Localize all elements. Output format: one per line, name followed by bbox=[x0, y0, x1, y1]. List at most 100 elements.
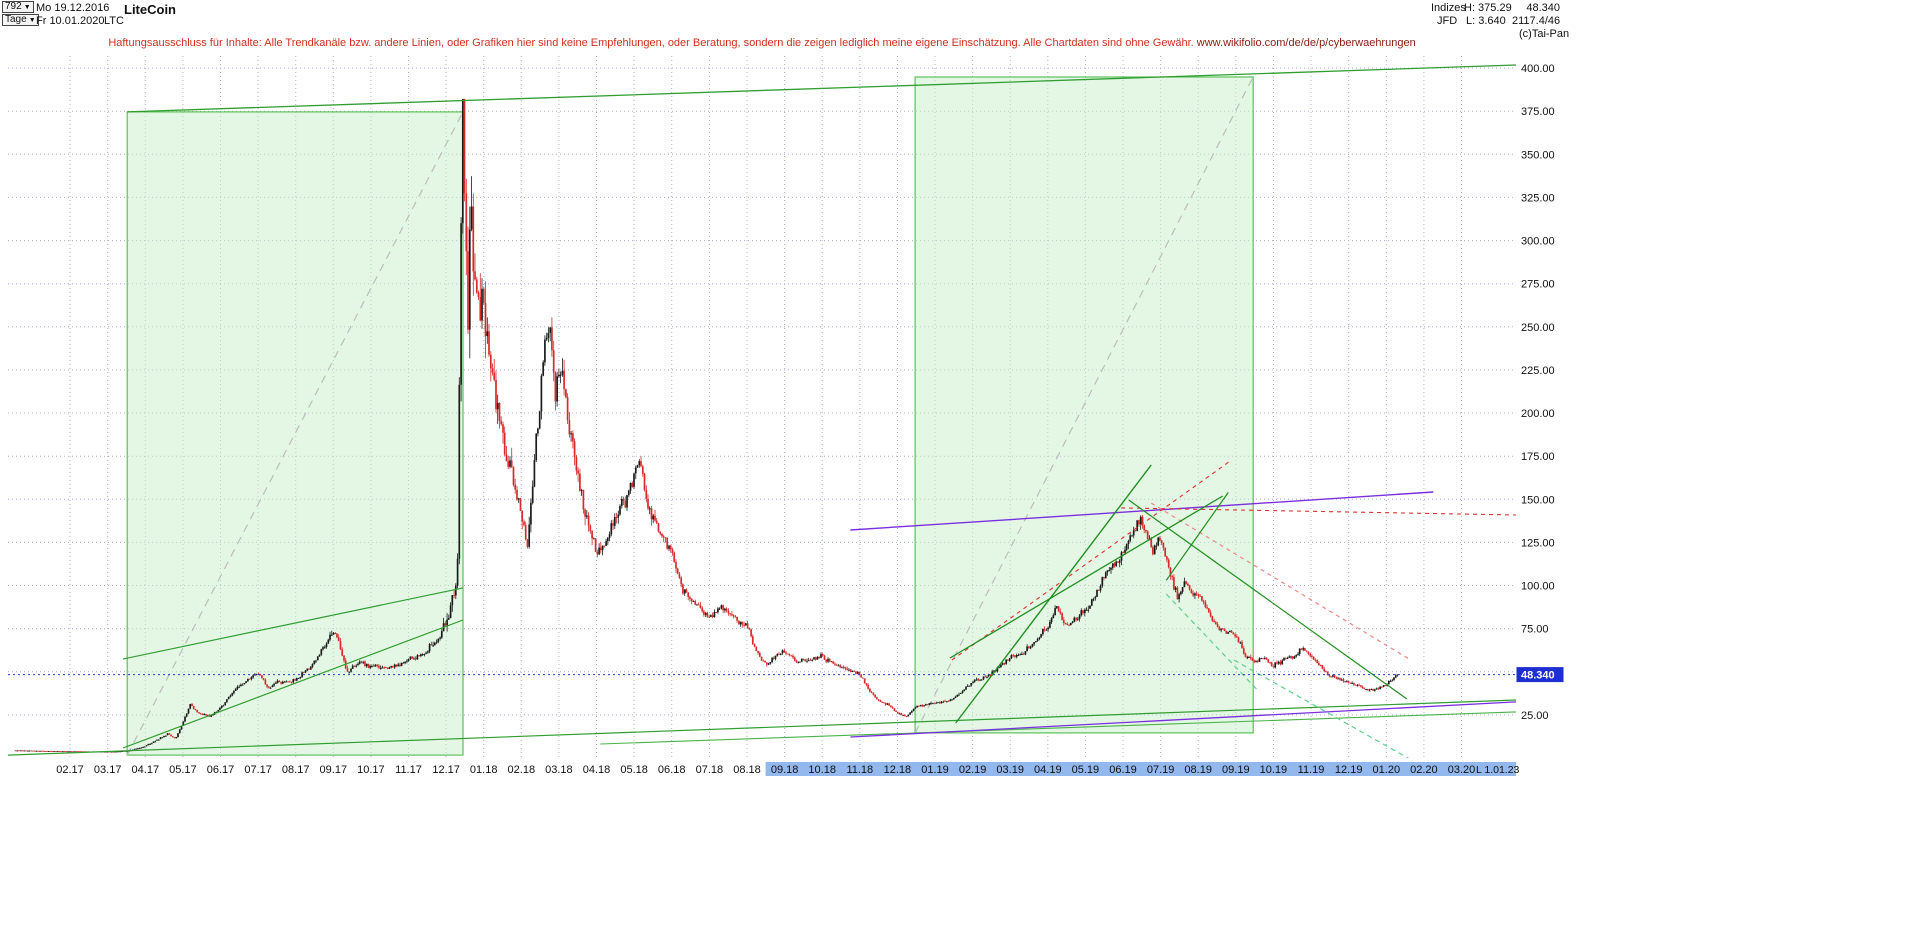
price-axis: 25.0050.0075.00100.00125.00150.00175.002… bbox=[1521, 63, 1555, 722]
svg-text:200.00: 200.00 bbox=[1521, 408, 1555, 420]
svg-text:250.00: 250.00 bbox=[1521, 322, 1555, 334]
svg-text:11.18: 11.18 bbox=[846, 764, 873, 776]
timeframe-dropdown[interactable]: Tage ▼ bbox=[2, 14, 39, 26]
svg-text:05.18: 05.18 bbox=[620, 764, 648, 776]
timeframe-value: Tage bbox=[5, 14, 27, 25]
trend-line-trend-green-steep[interactable] bbox=[955, 464, 1152, 724]
svg-text:02.19: 02.19 bbox=[959, 764, 987, 776]
trend-line-trend-green-rising[interactable] bbox=[949, 495, 1224, 659]
svg-text:06.19: 06.19 bbox=[1109, 764, 1137, 776]
group-label: Indizes bbox=[1431, 2, 1466, 14]
trend-line-resistance-red-horizontal[interactable] bbox=[1121, 507, 1516, 516]
svg-text:225.00: 225.00 bbox=[1521, 365, 1555, 377]
trend-lines-back bbox=[126, 76, 1254, 756]
trend-line-trend-green-dash-long[interactable] bbox=[1233, 659, 1422, 766]
disclaimer: Haftungsausschluss für Inhalte: Alle Tre… bbox=[8, 37, 1516, 49]
trend-line-box1-diagonal[interactable] bbox=[126, 111, 464, 756]
svg-text:04.17: 04.17 bbox=[132, 764, 160, 776]
time-axis: 02.17 03.17 04.17 05.17 06.17 07.17 08.17 09.17… bbox=[56, 764, 1475, 776]
svg-text:08.17: 08.17 bbox=[282, 764, 310, 776]
disclaimer-text: Haftungsausschluss für Inhalte: Alle Tre… bbox=[108, 37, 1194, 49]
trend-line-support-long-lower[interactable] bbox=[8, 699, 1516, 756]
svg-text:12.17: 12.17 bbox=[432, 764, 460, 776]
svg-text:275.00: 275.00 bbox=[1521, 279, 1555, 291]
svg-text:375.00: 375.00 bbox=[1521, 106, 1555, 118]
selected-range-band bbox=[765, 762, 1516, 776]
svg-text:01.20: 01.20 bbox=[1373, 764, 1401, 776]
svg-text:350.00: 350.00 bbox=[1521, 149, 1555, 161]
trend-line-channel-2017-upper[interactable] bbox=[122, 587, 464, 660]
svg-text:07.19: 07.19 bbox=[1147, 764, 1175, 776]
range-start-date: Mo 19.12.2016 bbox=[36, 2, 110, 14]
trend-line-trend-green-dash-short[interactable] bbox=[1165, 593, 1257, 690]
candlestick-series[interactable] bbox=[14, 98, 1399, 753]
svg-text:10.19: 10.19 bbox=[1260, 764, 1288, 776]
svg-text:03.19: 03.19 bbox=[996, 764, 1024, 776]
period-high-label: H: 375.29 bbox=[1464, 2, 1512, 14]
provider-label: JFD bbox=[1437, 15, 1458, 27]
svg-text:150.00: 150.00 bbox=[1521, 494, 1555, 506]
trend-line-support-long-inner[interactable] bbox=[600, 711, 1516, 745]
svg-text:06.17: 06.17 bbox=[207, 764, 235, 776]
svg-text:08.18: 08.18 bbox=[733, 764, 761, 776]
trend-line-trend-green-short[interactable] bbox=[1165, 492, 1229, 581]
caret-down-icon: ▼ bbox=[28, 16, 36, 24]
range-end-date: Fr 10.01.2020 bbox=[36, 15, 105, 27]
svg-text:09.18: 09.18 bbox=[771, 764, 799, 776]
svg-text:175.00: 175.00 bbox=[1521, 451, 1555, 463]
svg-text:75.00: 75.00 bbox=[1521, 624, 1549, 636]
svg-text:04.18: 04.18 bbox=[583, 764, 611, 776]
svg-text:07.17: 07.17 bbox=[244, 764, 272, 776]
trend-line-support-purple-lower[interactable] bbox=[850, 701, 1516, 738]
svg-text:09.17: 09.17 bbox=[320, 764, 348, 776]
trend-line-trend-red-falling[interactable] bbox=[1150, 502, 1412, 661]
svg-text:12.19: 12.19 bbox=[1335, 764, 1363, 776]
last-price-label: 48.340 bbox=[1526, 2, 1560, 14]
trend-line-trend-red-rising[interactable] bbox=[951, 460, 1231, 661]
period-low-label: L: 3.640 bbox=[1466, 15, 1506, 27]
trend-line-channel-2017-lower[interactable] bbox=[122, 619, 464, 749]
svg-text:10.17: 10.17 bbox=[357, 764, 385, 776]
svg-text:400.00: 400.00 bbox=[1521, 63, 1555, 75]
trend-lines bbox=[8, 64, 1516, 766]
trend-line-resistance-purple-upper[interactable] bbox=[850, 491, 1434, 531]
svg-text:06.18: 06.18 bbox=[658, 764, 686, 776]
svg-text:25.00: 25.00 bbox=[1521, 710, 1549, 722]
svg-text:10.18: 10.18 bbox=[808, 764, 836, 776]
svg-text:02.18: 02.18 bbox=[508, 764, 536, 776]
caret-down-icon: ▼ bbox=[23, 3, 31, 11]
trend-line-trend-green-falling[interactable] bbox=[1128, 499, 1408, 700]
svg-text:325.00: 325.00 bbox=[1521, 192, 1555, 204]
axis-note: L 1.01.23 bbox=[1476, 764, 1520, 776]
bars-count-dropdown[interactable]: 792 ▼ bbox=[2, 1, 34, 13]
svg-text:11.17: 11.17 bbox=[395, 764, 422, 776]
wikifolio-link[interactable]: www.wikifolio.com/de/de/p/cyberwaehrunge… bbox=[1196, 37, 1416, 49]
svg-text:12.18: 12.18 bbox=[884, 764, 912, 776]
last-price-marker: 48.340 bbox=[1516, 667, 1564, 683]
svg-text:09.19: 09.19 bbox=[1222, 764, 1250, 776]
instrument-title: LiteCoin bbox=[124, 2, 176, 17]
svg-text:02.17: 02.17 bbox=[56, 764, 84, 776]
svg-text:04.19: 04.19 bbox=[1034, 764, 1062, 776]
trend-line-upper-channel-long[interactable] bbox=[127, 64, 1516, 113]
extra-value-label: 2117.4/46 bbox=[1512, 15, 1561, 27]
svg-text:02.20: 02.20 bbox=[1410, 764, 1438, 776]
copyright-label: (c)Tai-Pan bbox=[1519, 28, 1570, 40]
symbol-label: LTC bbox=[104, 15, 124, 27]
svg-text:48.340: 48.340 bbox=[1521, 670, 1555, 682]
bars-count-value: 792 bbox=[5, 1, 22, 12]
svg-text:11.19: 11.19 bbox=[1298, 764, 1325, 776]
trend-line-box2-diagonal[interactable] bbox=[914, 76, 1254, 734]
svg-text:05.17: 05.17 bbox=[169, 764, 197, 776]
svg-text:03.17: 03.17 bbox=[94, 764, 122, 776]
svg-text:08.19: 08.19 bbox=[1184, 764, 1212, 776]
svg-text:125.00: 125.00 bbox=[1521, 537, 1555, 549]
svg-text:03.18: 03.18 bbox=[545, 764, 573, 776]
svg-text:03.20: 03.20 bbox=[1448, 764, 1476, 776]
svg-text:01.19: 01.19 bbox=[921, 764, 949, 776]
svg-text:100.00: 100.00 bbox=[1521, 581, 1555, 593]
svg-text:300.00: 300.00 bbox=[1521, 236, 1555, 248]
svg-text:07.18: 07.18 bbox=[696, 764, 724, 776]
